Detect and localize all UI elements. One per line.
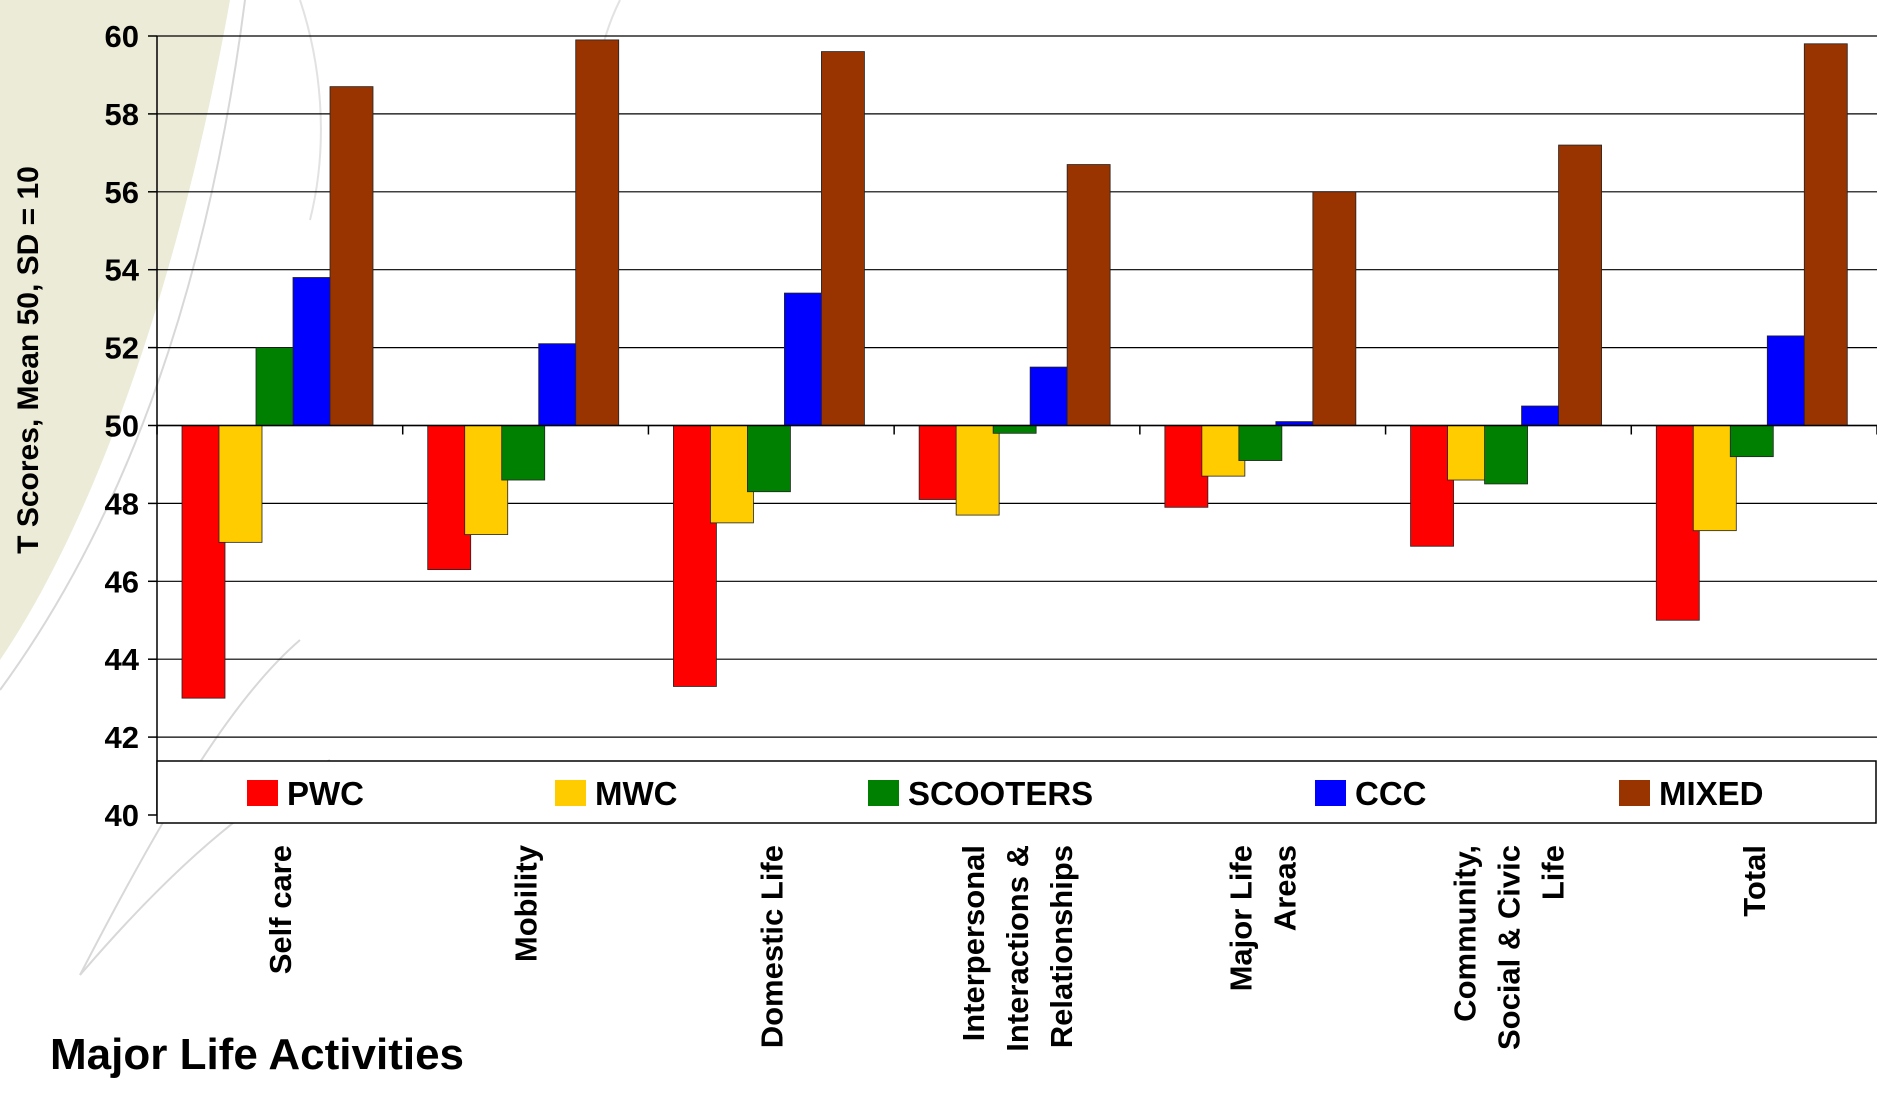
y-tick-label: 44 xyxy=(105,642,140,677)
legend-swatch-ccc xyxy=(1315,780,1346,806)
bar-mwc xyxy=(1692,425,1737,532)
bar-pwc xyxy=(181,425,226,699)
y-tick-label: 54 xyxy=(105,253,140,288)
bar-pwc xyxy=(673,425,717,687)
y-tick-label: 56 xyxy=(105,175,139,210)
bar-mixed xyxy=(329,86,374,426)
bar-scooters xyxy=(1238,425,1283,461)
category-label: Domestic Life xyxy=(754,845,789,1048)
axes xyxy=(156,36,1877,815)
bar-scooters xyxy=(992,425,1037,434)
y-tick-label: 58 xyxy=(105,97,139,132)
y-tick-label: 40 xyxy=(105,798,139,833)
y-tick-label: 50 xyxy=(105,409,139,444)
y-tick-labels: 40 42 44 46 48 50 52 54 56 58 60 xyxy=(105,19,140,833)
legend-label: MWC xyxy=(595,775,677,812)
category-label-line: Mobility xyxy=(509,844,544,962)
legend-swatch-pwc xyxy=(247,780,278,806)
bar-scooters xyxy=(501,425,546,481)
bar-mixed xyxy=(1066,164,1111,426)
legend-label: PWC xyxy=(287,775,364,812)
category-label: Community, Social & Civic Life xyxy=(1447,845,1570,1050)
bar-mwc xyxy=(218,425,263,543)
y-tick-label: 60 xyxy=(105,19,139,54)
bar-mwc xyxy=(1201,425,1246,477)
y-tick-label: 46 xyxy=(105,564,139,599)
legend: PWC MWC SCOOTERS CCC MIXED xyxy=(156,760,1877,824)
legend-label: SCOOTERS xyxy=(908,775,1093,812)
bar-scooters xyxy=(1729,425,1774,458)
category-label: Interpersonal Interactions & Relationships xyxy=(956,845,1079,1052)
bar-ccc xyxy=(538,343,583,426)
bar-scooters xyxy=(747,425,791,493)
bar-mixed xyxy=(1558,144,1602,426)
background-curve xyxy=(299,0,322,221)
legend-box xyxy=(156,760,1877,824)
bar-ccc xyxy=(784,292,828,426)
category-label-line: Relationships xyxy=(1044,845,1079,1048)
bar-pwc xyxy=(1410,425,1454,547)
bar-mwc xyxy=(1447,425,1491,481)
category-label-line: Self care xyxy=(263,845,298,974)
legend-label: MIXED xyxy=(1659,775,1764,812)
bar-mwc xyxy=(955,425,1000,516)
category-label-line: Interactions & xyxy=(1000,845,1035,1052)
bars xyxy=(181,39,1848,699)
bar-mixed xyxy=(1803,43,1848,426)
category-label-line: Life xyxy=(1535,845,1570,900)
y-axis-title: T Scores, Mean 50, SD = 10 xyxy=(12,166,45,554)
legend-swatch-mixed xyxy=(1619,780,1650,806)
legend-swatch-scooters xyxy=(868,780,899,806)
bar-pwc xyxy=(1655,425,1700,621)
bar-mwc xyxy=(464,425,509,535)
bar-pwc xyxy=(1164,425,1209,508)
bar-ccc xyxy=(1766,335,1811,426)
bar-ccc xyxy=(1521,405,1565,426)
category-label-line: Areas xyxy=(1268,845,1303,931)
category-labels: Self care Mobility Domestic Life Interperso… xyxy=(263,844,1772,1051)
bar-ccc xyxy=(292,277,337,426)
bar-scooters xyxy=(255,347,300,426)
bar-mwc xyxy=(710,425,754,524)
y-tick-label: 48 xyxy=(105,486,139,521)
bar-mixed xyxy=(1312,191,1357,426)
background-swoosh xyxy=(0,0,230,660)
background-curve xyxy=(0,0,246,691)
bar-mixed xyxy=(575,39,620,426)
bar-ccc xyxy=(1029,366,1074,426)
category-label-line: Major Life xyxy=(1224,845,1259,991)
x-axis-title: Major Life Activities xyxy=(50,1030,465,1079)
bar-pwc xyxy=(427,425,472,571)
category-label-line: Community, xyxy=(1447,845,1482,1022)
category-label-line: Domestic Life xyxy=(754,845,789,1048)
category-label: Major Life Areas xyxy=(1224,845,1303,991)
y-tick-label: 52 xyxy=(105,331,139,366)
category-label-line: Social & Civic xyxy=(1491,845,1526,1050)
category-label-line: Total xyxy=(1737,845,1772,917)
bar-scooters xyxy=(1484,425,1528,485)
legend-label: CCC xyxy=(1355,775,1427,812)
y-tick-label: 42 xyxy=(105,720,139,755)
category-label: Self care xyxy=(263,845,298,974)
bar-mixed xyxy=(821,51,865,426)
category-label: Mobility xyxy=(509,844,544,962)
bar-pwc xyxy=(918,425,963,500)
category-label-line: Interpersonal xyxy=(956,845,991,1041)
legend-swatch-mwc xyxy=(555,780,586,806)
category-label: Total xyxy=(1737,845,1772,917)
